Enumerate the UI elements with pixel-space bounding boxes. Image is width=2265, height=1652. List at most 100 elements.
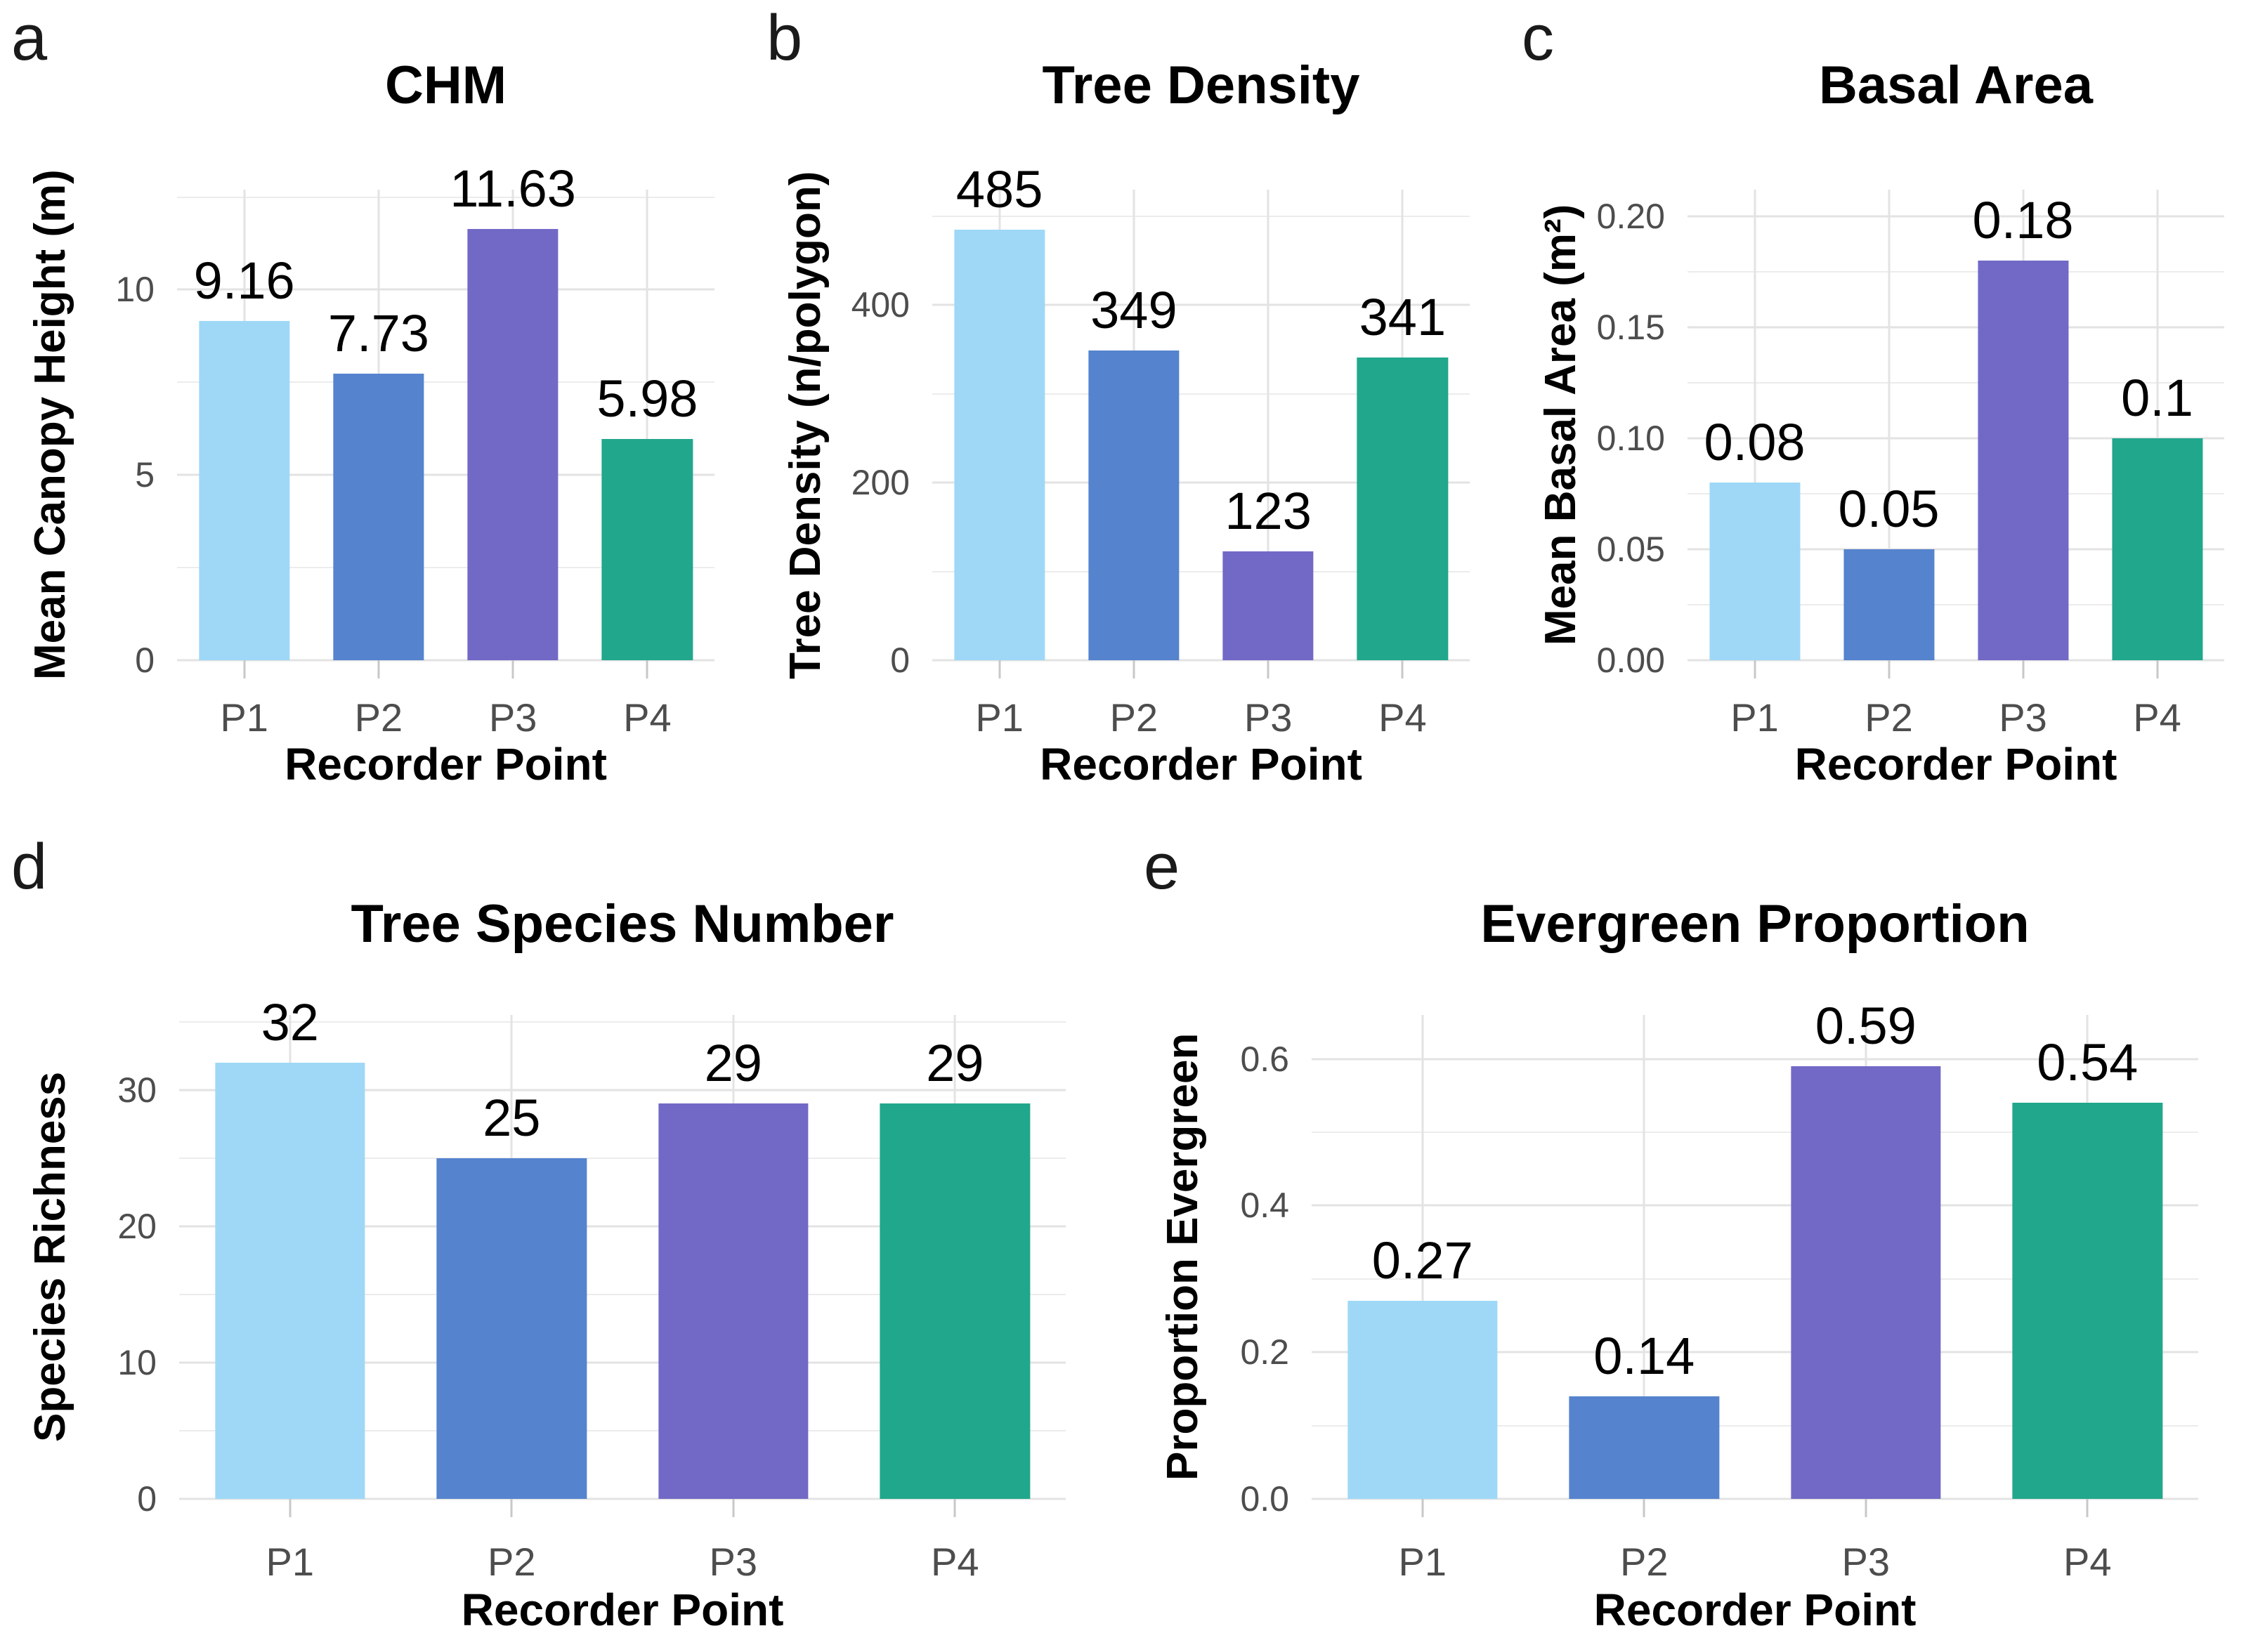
panel-d-species-number: d Tree Species Number Species Richness 0… [0, 815, 1132, 1652]
gridline-major [1688, 659, 2224, 662]
x-tick-label: P3 [1244, 695, 1293, 740]
y-tick-label: 10 [115, 270, 155, 310]
bar-value-label: 25 [483, 1088, 541, 1147]
x-tick-mark [377, 660, 380, 678]
x-axis-title: Recorder Point [461, 1585, 784, 1635]
x-tick-mark [953, 1499, 956, 1517]
y-axis-title: Proportion Evergreen [1158, 1032, 1207, 1481]
gridline-minor [1688, 604, 2224, 605]
x-axis-title: Recorder Point [1593, 1585, 1917, 1635]
bar-p2 [1569, 1396, 1719, 1499]
panel-letter: e [1144, 831, 1180, 903]
y-tick-label: 0.0 [1240, 1479, 1289, 1519]
gridline-major [1688, 437, 2224, 440]
y-tick-label: 0.15 [1596, 307, 1665, 347]
y-tick-label: 10 [117, 1342, 157, 1382]
x-tick-label: P1 [975, 695, 1024, 740]
gridline-vertical [1643, 1015, 1645, 1499]
bar-p3 [658, 1103, 809, 1499]
bar-p3 [1791, 1066, 1941, 1499]
gridline-minor [179, 1157, 1066, 1159]
x-tick-mark [510, 1499, 513, 1517]
x-tick-mark [1132, 660, 1135, 678]
gridline-minor [1312, 1424, 2198, 1427]
x-tick-label: P1 [1398, 1540, 1447, 1584]
bar-value-label: 0.27 [1371, 1231, 1473, 1290]
x-tick-label: P3 [488, 695, 537, 740]
gridline-minor [932, 393, 1470, 395]
x-tick-mark [1401, 660, 1404, 678]
panel-letter: a [11, 2, 48, 74]
plot-area: 0 10 20 30 32 P1 25 P2 29 P3 29 P4 [117, 996, 1066, 1582]
x-tick-label: P1 [220, 695, 268, 740]
bar-value-label: 0.05 [1838, 479, 1940, 538]
panel-b-tree-density: b Tree Density Tree Density (n/polygon) … [755, 0, 1510, 815]
bar-value-label: 0.1 [2121, 368, 2193, 427]
gridline-minor [1312, 1132, 2198, 1134]
x-tick-mark [511, 660, 514, 678]
bar-value-label: 0.08 [1704, 413, 1806, 472]
x-tick-mark [1754, 660, 1756, 678]
x-tick-label: P3 [709, 1540, 758, 1584]
y-tick-label: 5 [135, 455, 155, 495]
y-tick-label: 0 [135, 641, 155, 680]
x-tick-label: P2 [1109, 695, 1158, 740]
gridline-major [932, 303, 1470, 306]
x-tick-label: P2 [488, 1540, 536, 1584]
bar-value-label: 0.59 [1815, 997, 1917, 1056]
x-tick-label: P4 [1378, 695, 1427, 740]
y-tick-label: 0.4 [1240, 1186, 1289, 1226]
gridline-major [1688, 215, 2224, 218]
x-tick-mark [1643, 1499, 1645, 1517]
x-tick-mark [2022, 660, 2024, 678]
bar-p1 [215, 1062, 365, 1499]
bar-p4 [2111, 438, 2203, 660]
y-axis-title: Mean Canopy Height (m) [26, 169, 74, 681]
bar-value-label: 485 [955, 159, 1043, 218]
plot-area: 0 200 400 485 P1 349 P2 123 P3 341 P4 [851, 163, 1470, 738]
gridline-major [1312, 1204, 2198, 1207]
bar-p1 [1709, 483, 1801, 660]
bar-value-label: 7.73 [327, 304, 429, 363]
bar-value-label: 32 [261, 992, 319, 1051]
plot-area: 0.0 0.2 0.4 0.6 0.27 P1 0.14 P2 0.59 P3 0.54 P4 [1240, 1000, 2198, 1582]
bar-value-label: 0.54 [2037, 1033, 2139, 1092]
gridline-minor [179, 1021, 1066, 1023]
gridline-major [177, 288, 714, 291]
bar-p4 [2012, 1103, 2162, 1499]
x-axis-title: Recorder Point [1794, 739, 2117, 789]
gridline-major [1312, 1497, 2198, 1500]
y-tick-label: 0.20 [1596, 196, 1665, 236]
y-axis-title: Tree Density (n/polygon) [781, 171, 830, 679]
x-tick-mark [289, 1499, 292, 1517]
bar-p2 [1843, 549, 1935, 660]
bar-p3 [1977, 261, 2069, 660]
gridline-minor [179, 1429, 1066, 1431]
x-tick-mark [1865, 1499, 1867, 1517]
x-tick-mark [2156, 660, 2158, 678]
panel-c-basal-area: c Basal Area Mean Basal Area (m²) 0.00 0.… [1510, 0, 2265, 815]
y-tick-label: 0 [137, 1479, 157, 1519]
x-tick-mark [732, 1499, 735, 1517]
y-tick-label: 20 [117, 1206, 157, 1246]
gridline-major [177, 473, 714, 476]
gridline-minor [932, 215, 1470, 217]
x-tick-label: P2 [1620, 1540, 1669, 1584]
bar-p2 [333, 374, 424, 660]
gridline-vertical [646, 190, 648, 660]
gridline-major [179, 1361, 1066, 1364]
y-tick-label: 0.10 [1596, 418, 1665, 458]
bar-p1 [1347, 1301, 1498, 1499]
x-tick-label: P4 [2063, 1540, 2112, 1584]
bar-p1 [198, 320, 290, 660]
y-tick-label: 0.00 [1596, 641, 1665, 680]
x-tick-label: P1 [266, 1540, 315, 1584]
gridline-major [177, 659, 714, 662]
gridline-major [1688, 326, 2224, 329]
x-tick-label: P2 [354, 695, 403, 740]
gridline-minor [1688, 381, 2224, 383]
x-tick-label: P4 [623, 695, 672, 740]
gridline-major [932, 659, 1470, 662]
bar-value-label: 341 [1359, 287, 1447, 346]
